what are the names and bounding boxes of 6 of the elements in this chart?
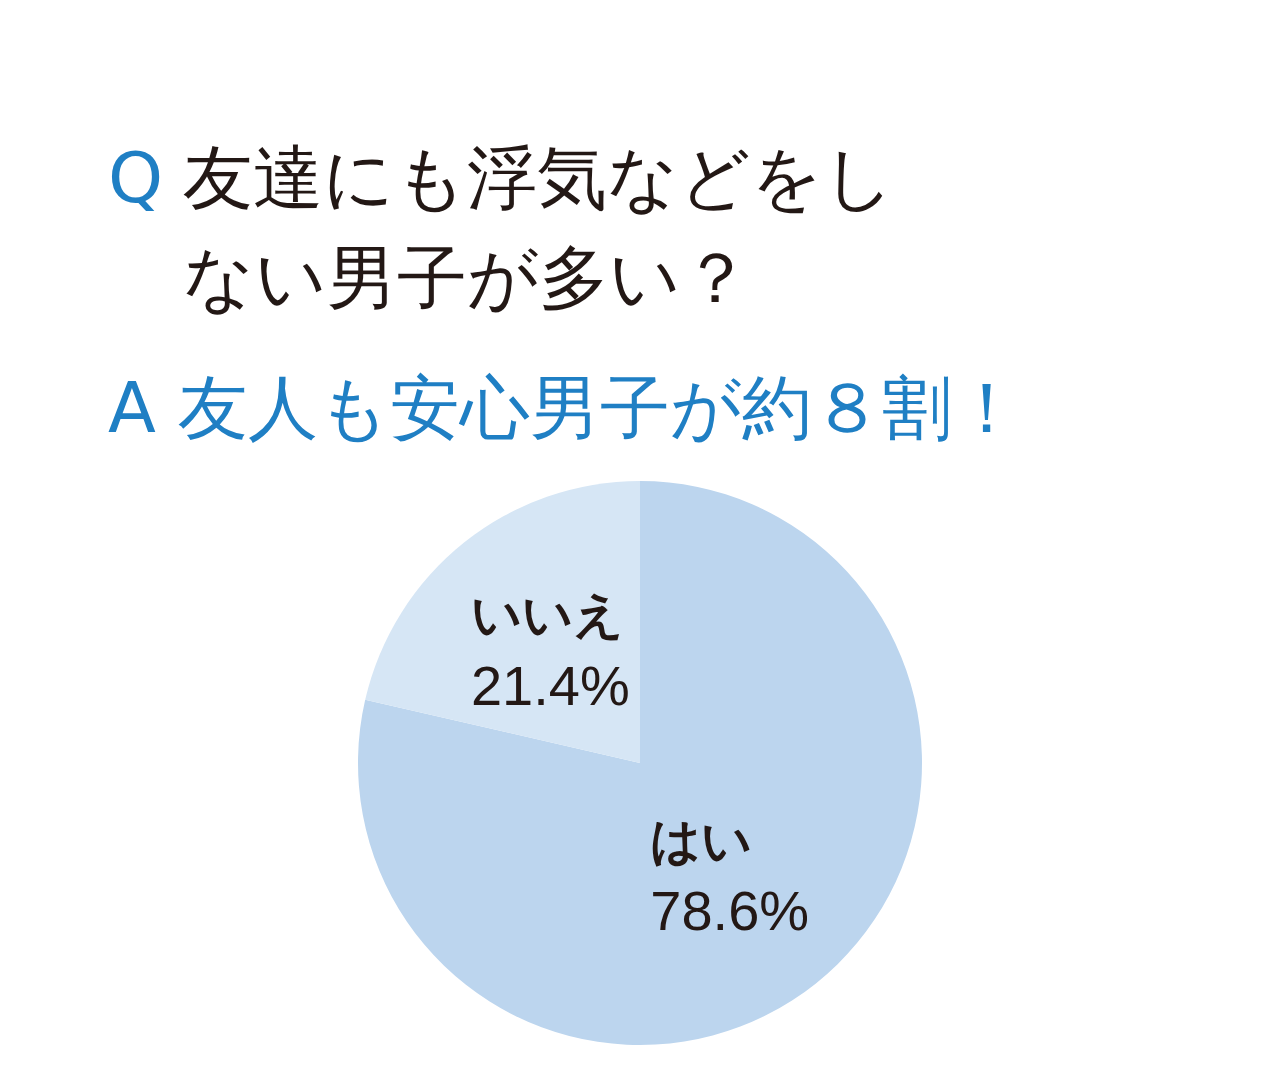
data-label: 21.4% bbox=[470, 653, 630, 717]
chart-subtitle: A 友人も安心男子が約８割！ bbox=[108, 366, 1023, 451]
slice-label: はい bbox=[650, 811, 753, 870]
chart-title: Q 友達にも浮気などをしない男子が多い？ bbox=[108, 136, 896, 321]
data-label: 78.6% bbox=[650, 879, 810, 943]
slice-label: いいえ bbox=[470, 586, 624, 645]
